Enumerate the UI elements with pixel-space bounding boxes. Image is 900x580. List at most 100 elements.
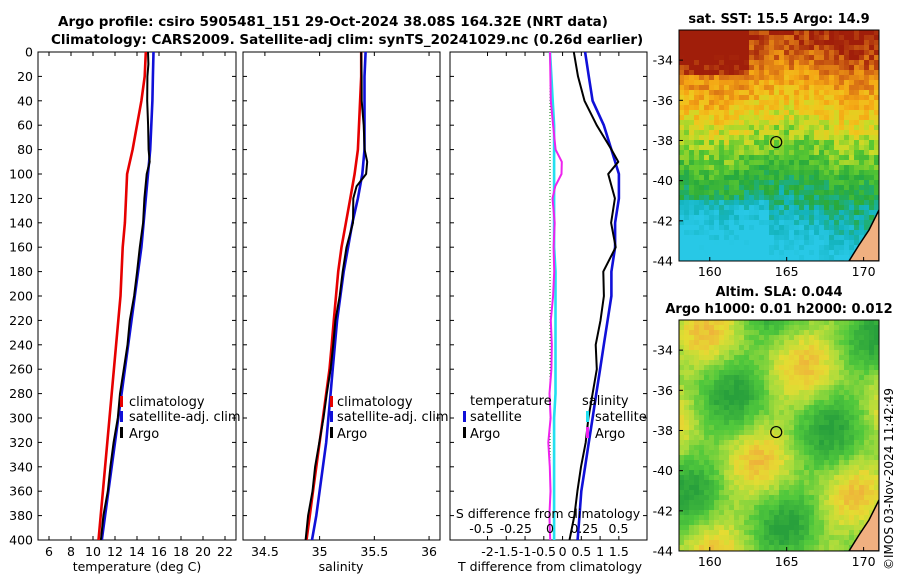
map-cell (779, 490, 785, 496)
map-cell (829, 225, 835, 231)
sst-map-title: sat. SST: 15.5 Argo: 14.9 (688, 12, 869, 27)
map-cell (804, 335, 810, 341)
map-cell (714, 45, 720, 51)
map-cell (744, 510, 750, 516)
map-cell (799, 340, 805, 346)
map-cell (799, 175, 805, 181)
map-cell (719, 475, 725, 481)
map-cell (849, 530, 855, 536)
map-cell (799, 115, 805, 121)
map-cell (839, 180, 845, 186)
map-cell (744, 130, 750, 136)
map-cell (679, 240, 685, 246)
map-cell (854, 460, 860, 466)
map-cell (829, 140, 835, 146)
map-cell (744, 90, 750, 96)
map-cell (779, 40, 785, 46)
map-cell (844, 100, 850, 106)
map-cell (829, 395, 835, 401)
map-cell (814, 205, 820, 211)
map-cell (789, 530, 795, 536)
map-cell (754, 190, 760, 196)
map-cell (849, 345, 855, 351)
map-cell (769, 155, 775, 161)
map-cell (729, 400, 735, 406)
map-cell (724, 195, 730, 201)
map-cell (709, 395, 715, 401)
map-cell (779, 395, 785, 401)
map-cell (764, 90, 770, 96)
map-cell (834, 200, 840, 206)
map-cell (759, 365, 765, 371)
map-cell (804, 255, 810, 261)
map-cell (819, 165, 825, 171)
map-cell (769, 255, 775, 261)
map-cell (689, 175, 695, 181)
map-cell (814, 215, 820, 221)
map-cell (874, 415, 879, 421)
map-cell (859, 495, 865, 501)
map-cell (749, 250, 755, 256)
map-cell (764, 185, 770, 191)
map-cell (824, 110, 830, 116)
map-cell (849, 180, 855, 186)
map-cell (839, 480, 845, 486)
map-cell (779, 530, 785, 536)
map-cell (824, 540, 830, 546)
map-cell (794, 320, 800, 326)
map-cell (784, 245, 790, 251)
map-cell (719, 510, 725, 516)
map-cell (719, 370, 725, 376)
map-cell (704, 515, 710, 521)
map-cell (819, 230, 825, 236)
map-cell (689, 495, 695, 501)
map-cell (829, 380, 835, 386)
map-cell (729, 120, 735, 126)
map-cell (839, 210, 845, 216)
map-cell (804, 100, 810, 106)
map-cell (854, 470, 860, 476)
map-cell (684, 75, 690, 81)
map-cell (774, 195, 780, 201)
map-cell (699, 175, 705, 181)
map-cell (809, 90, 815, 96)
map-cell (804, 370, 810, 376)
map-cell (819, 365, 825, 371)
map-cell (849, 510, 855, 516)
map-cell (714, 520, 720, 526)
map-cell (784, 180, 790, 186)
map-cell (699, 105, 705, 111)
map-cell (874, 125, 879, 131)
map-cell (784, 40, 790, 46)
map-cell (784, 485, 790, 491)
map-cell (789, 435, 795, 441)
map-cell (744, 175, 750, 181)
map-cell (734, 350, 740, 356)
map-cell (769, 335, 775, 341)
map-cell (739, 135, 745, 141)
map-cell (704, 355, 710, 361)
map-cell (689, 435, 695, 441)
map-cell (749, 345, 755, 351)
map-cell (854, 495, 860, 501)
map-cell (794, 70, 800, 76)
map-cell (739, 100, 745, 106)
map-cell (774, 125, 780, 131)
map-cell (679, 120, 685, 126)
map-cell (799, 145, 805, 151)
map-cell (819, 515, 825, 521)
map-cell (744, 240, 750, 246)
map-cell (829, 505, 835, 511)
map-cell (754, 425, 760, 431)
map-cell (759, 405, 765, 411)
map-cell (684, 440, 690, 446)
map-cell (814, 335, 820, 341)
map-cell (819, 405, 825, 411)
map-cell (874, 75, 879, 81)
map-cell (774, 160, 780, 166)
map-cell (824, 250, 830, 256)
map-cell (744, 445, 750, 451)
map-cell (859, 40, 865, 46)
map-cell (804, 330, 810, 336)
map-cell (719, 325, 725, 331)
